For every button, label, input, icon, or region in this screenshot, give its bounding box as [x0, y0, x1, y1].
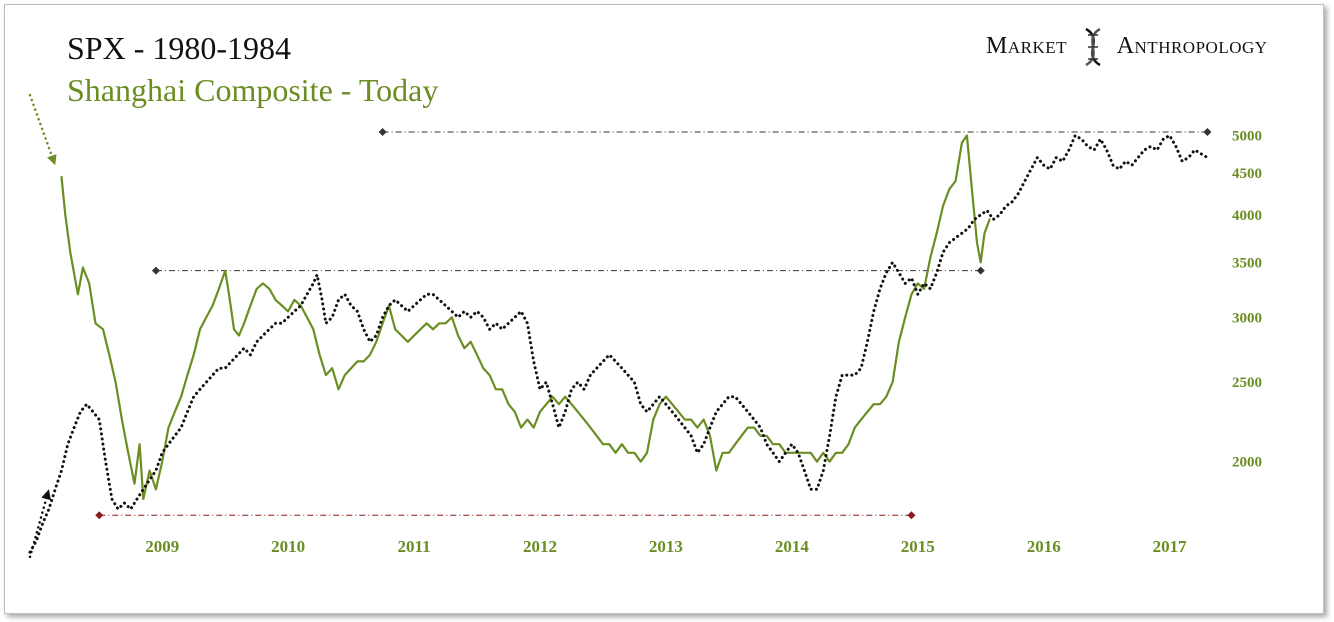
series-line-0: [60, 134, 991, 501]
y-tick-label: 2000: [1232, 455, 1262, 471]
y-tick-label: 4500: [1232, 166, 1262, 182]
arrow-head-0: [47, 154, 57, 166]
arrow-line-1: [28, 488, 51, 559]
brand-logo: Market Anthropology: [986, 27, 1268, 67]
x-tick-label: 2012: [523, 537, 557, 556]
x-tick-label: 2011: [398, 537, 431, 556]
reference-marker-1-0: [151, 266, 160, 275]
arrow-line-0: [28, 93, 57, 167]
y-tick-label: 2500: [1232, 375, 1262, 391]
reference-marker-0-1: [1203, 127, 1212, 136]
x-tick-label: 2013: [649, 537, 683, 556]
reference-marker-2-1: [907, 511, 916, 520]
x-tick-label: 2010: [271, 537, 305, 556]
arrow-head-1: [41, 489, 52, 501]
y-tick-label: 5000: [1232, 129, 1262, 145]
brand-left: Market: [986, 33, 1068, 59]
brand-right: Anthropology: [1116, 33, 1268, 59]
y-tick-label: 4000: [1232, 208, 1262, 224]
reference-marker-1-1: [976, 266, 985, 275]
x-tick-label: 2017: [1153, 537, 1188, 556]
chart-frame: [4, 4, 1324, 614]
series-line-1: [28, 134, 1209, 554]
x-tick-label: 2009: [145, 537, 179, 556]
reference-marker-2-0: [95, 511, 104, 520]
y-tick-label: 3500: [1232, 255, 1262, 271]
y-tick-label: 3000: [1232, 310, 1262, 326]
chart-subtitle: Shanghai Composite - Today: [67, 72, 439, 108]
dna-icon: [1074, 27, 1112, 67]
x-tick-label: 2016: [1027, 537, 1061, 556]
reference-marker-0-0: [378, 127, 387, 136]
x-tick-label: 2015: [901, 537, 935, 556]
chart-title: SPX - 1980-1984: [67, 30, 292, 66]
x-tick-label: 2014: [775, 537, 810, 556]
